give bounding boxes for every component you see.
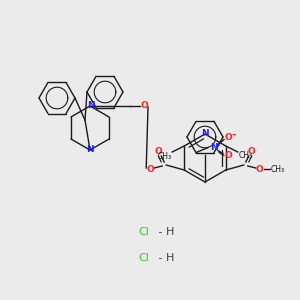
Text: N: N — [201, 130, 209, 139]
Text: +: + — [215, 143, 220, 148]
Text: - H: - H — [155, 227, 174, 237]
Text: CH₃: CH₃ — [239, 152, 253, 160]
Text: O: O — [146, 164, 154, 173]
Text: N: N — [210, 143, 218, 152]
Text: N: N — [87, 101, 95, 110]
Text: Cl: Cl — [138, 253, 149, 263]
Text: O: O — [154, 146, 162, 155]
Text: O: O — [224, 151, 232, 160]
Text: Cl: Cl — [138, 227, 149, 237]
Text: O: O — [140, 101, 148, 110]
Text: CH₃: CH₃ — [271, 164, 285, 173]
Text: O: O — [256, 164, 264, 173]
Text: -: - — [232, 130, 236, 140]
Text: N: N — [86, 146, 94, 154]
Text: - H: - H — [155, 253, 174, 263]
Text: CH₃: CH₃ — [157, 152, 171, 160]
Text: O: O — [224, 133, 232, 142]
Text: O: O — [248, 146, 256, 155]
